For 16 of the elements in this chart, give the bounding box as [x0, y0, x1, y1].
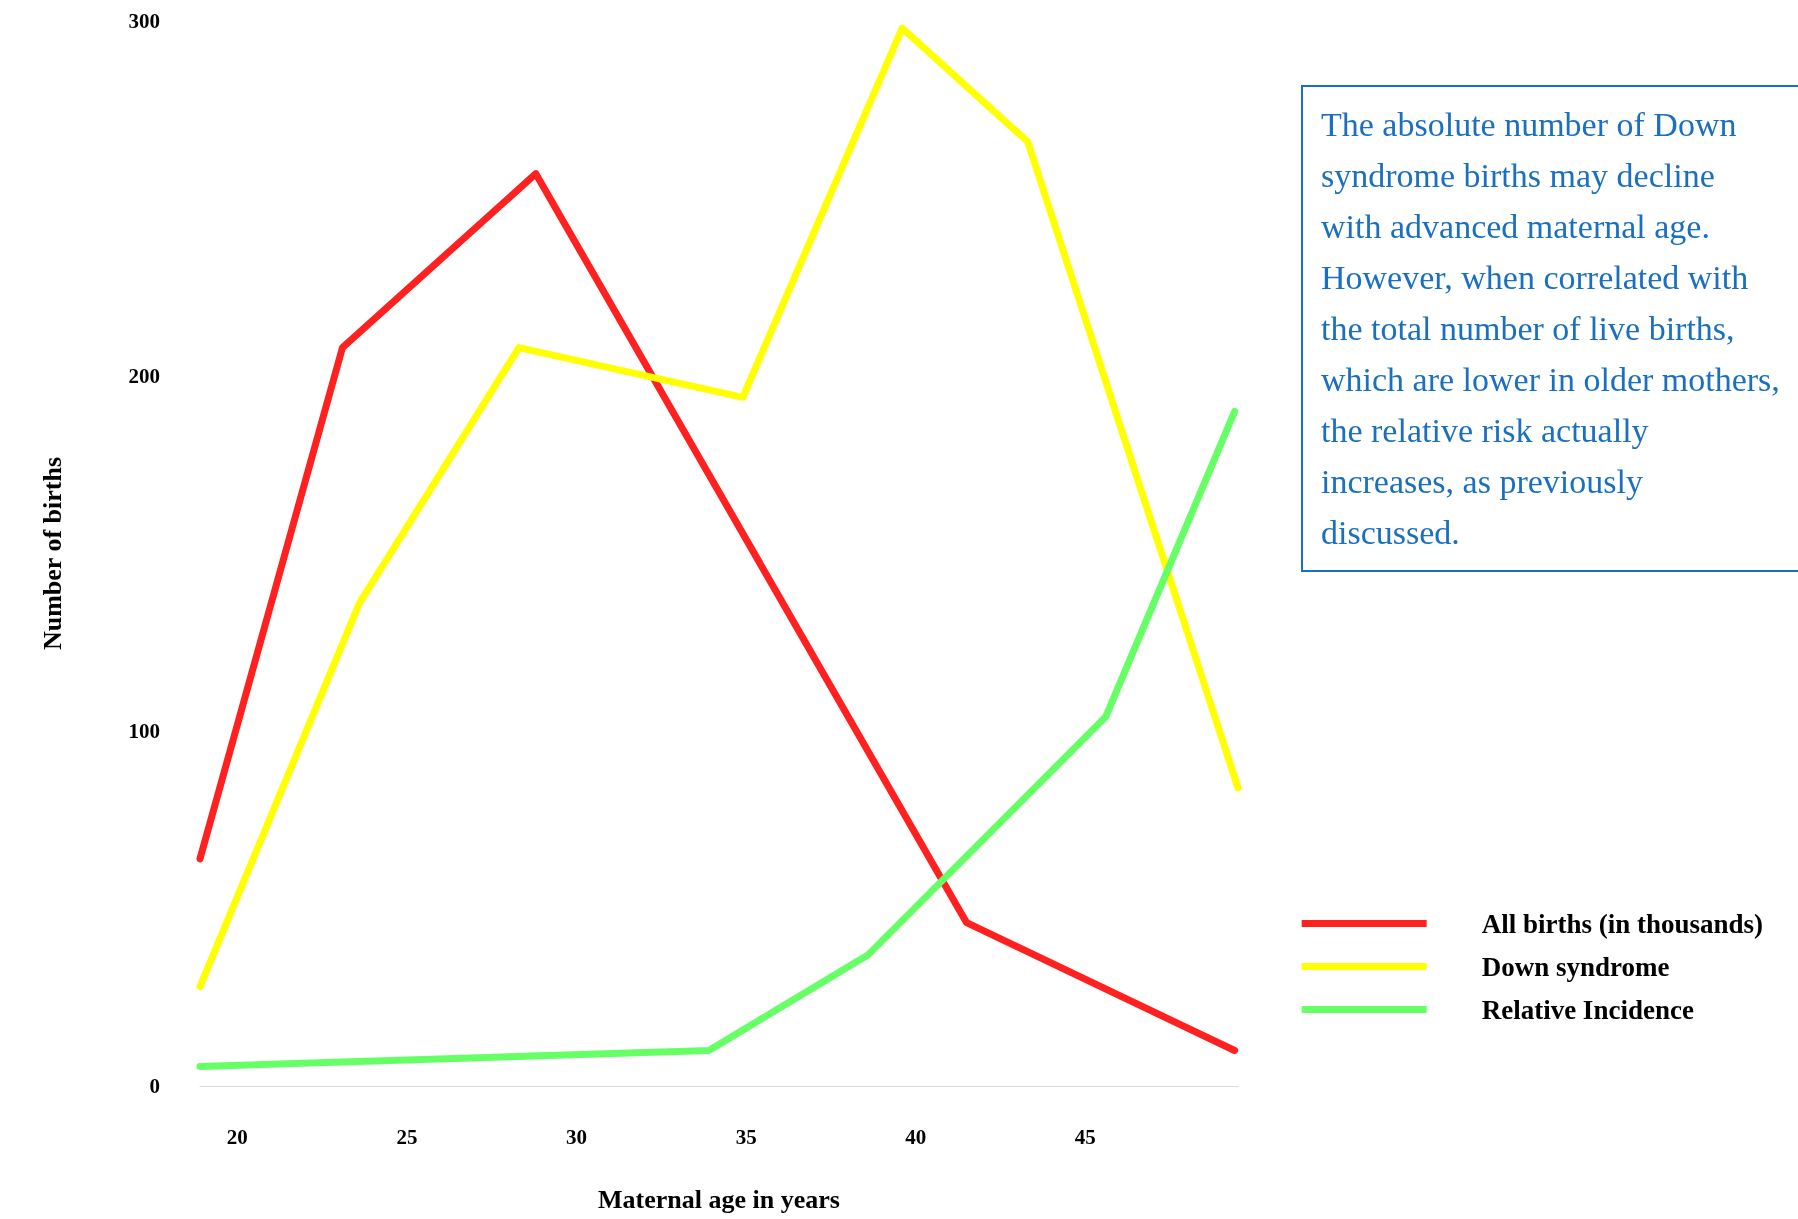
- x-tick-label: 45: [1074, 1124, 1096, 1149]
- legend-label: All births (in thousands): [1481, 908, 1764, 939]
- x-tick-label: 40: [905, 1124, 927, 1149]
- y-axis-title: Number of births: [37, 456, 67, 651]
- y-tick-label: 300: [128, 9, 160, 33]
- x-tick-label: 35: [735, 1124, 757, 1149]
- x-tick-label: 25: [396, 1124, 418, 1149]
- y-tick-label: 200: [128, 364, 160, 388]
- x-axis-title: Maternal age in years: [598, 1184, 840, 1214]
- x-tick-label: 20: [226, 1124, 248, 1149]
- text: The absolute number of Down syndrome births may decline with advanced maternal age. However, when correlated with the total number of live births, which are lower in older mothers, the relative risk actually increases, as previously discussed.: [1321, 106, 1780, 551]
- x-tick-label: 30: [566, 1124, 588, 1149]
- legend-label: Down syndrome: [1481, 951, 1670, 982]
- y-tick-label: 100: [128, 719, 160, 743]
- y-tick-label: 0: [149, 1074, 160, 1098]
- legend-label: Relative Incidence: [1481, 994, 1694, 1025]
